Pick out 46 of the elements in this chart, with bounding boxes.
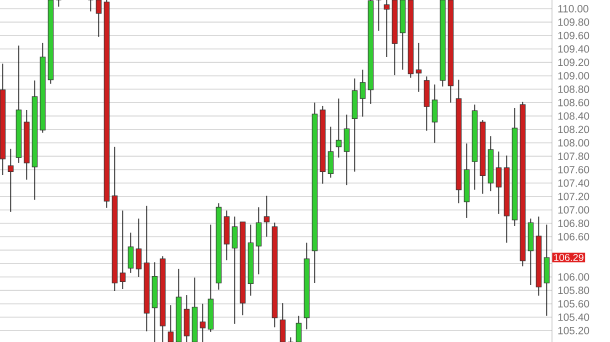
y-tick-label: 106.00	[558, 273, 590, 281]
y-tick-label: 108.00	[558, 139, 590, 147]
candlestick	[360, 69, 366, 118]
candlestick	[136, 218, 142, 278]
y-tick-label: 106.80	[558, 220, 590, 228]
y-tick-label: 107.80	[558, 152, 590, 160]
candlestick	[264, 195, 270, 238]
y-tick-label: 107.60	[558, 166, 590, 174]
y-tick-label: 109.40	[558, 45, 590, 53]
candlestick	[256, 206, 262, 275]
candlestick	[8, 148, 14, 212]
candlestick	[88, 0, 94, 12]
candlestick	[120, 210, 126, 290]
candlestick	[280, 302, 286, 342]
y-tick-label: 106.60	[558, 233, 590, 240]
candlestick	[328, 126, 334, 178]
y-tick-label: 107.00	[558, 206, 590, 214]
candlestick	[416, 42, 422, 92]
y-tick-label: 108.40	[558, 112, 590, 120]
text: 106.29	[554, 254, 584, 262]
candlestick	[128, 232, 134, 274]
y-tick-label: 105.80	[558, 286, 590, 294]
candlestick	[336, 98, 342, 158]
y-tick-label: 105.60	[558, 300, 590, 308]
candlestick	[384, 0, 390, 58]
y-tick-label: 105.20	[558, 326, 590, 334]
candlestick	[496, 151, 502, 214]
candlestick	[376, 0, 382, 32]
y-tick-label: 109.60	[558, 32, 590, 40]
candlestick	[96, 0, 102, 38]
y-tick-label: 109.80	[558, 18, 590, 26]
y-tick-label: 107.20	[558, 192, 590, 200]
y-tick-label: 108.60	[558, 98, 590, 106]
y-tick-label: 109.00	[558, 72, 590, 80]
y-tick-label: 108.20	[558, 126, 590, 134]
y-tick-label: 108.80	[558, 85, 590, 93]
y-tick-label: 109.20	[558, 58, 590, 66]
y-tick-label: 110.00	[558, 5, 588, 12]
y-tick-label: 107.40	[558, 179, 590, 187]
candlestick	[168, 304, 174, 342]
candlestick	[296, 315, 302, 342]
candlestick	[432, 84, 438, 144]
candlestick	[344, 114, 350, 186]
candlestick	[200, 303, 206, 342]
y-tick-label: 105.40	[558, 313, 590, 321]
candlestick	[232, 216, 238, 324]
